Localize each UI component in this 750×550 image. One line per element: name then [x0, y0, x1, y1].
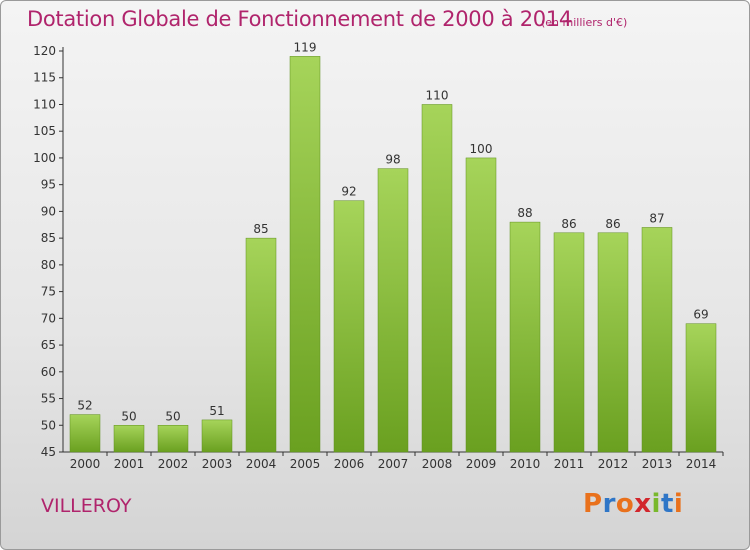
value-label: 100 [470, 142, 493, 156]
bar [245, 237, 277, 453]
logo-letter: r [602, 489, 616, 519]
value-label: 50 [165, 409, 180, 423]
value-label: 86 [561, 217, 576, 231]
proxiti-logo[interactable]: Proxiti [583, 489, 683, 519]
x-tick-label: 2000 [70, 457, 101, 471]
value-label: 92 [341, 185, 356, 199]
logo-letter: t [660, 489, 674, 519]
y-tick-label: 55 [41, 392, 56, 406]
bar [465, 157, 497, 453]
x-tick-label: 2004 [246, 457, 277, 471]
x-tick-label: 2006 [334, 457, 365, 471]
x-tick-label: 2001 [114, 457, 145, 471]
bar [509, 221, 541, 453]
y-tick-label: 85 [41, 231, 56, 245]
value-label: 87 [649, 211, 664, 225]
x-tick-label: 2013 [642, 457, 673, 471]
y-tick-label: 70 [41, 311, 56, 325]
axes: 45 50 55 60 65 70 75 80 85 90 95 100 105 110 115 120 200… [33, 44, 724, 471]
x-tick-label: 2009 [466, 457, 497, 471]
logo-letter: P [583, 489, 603, 519]
x-tick-label: 2008 [422, 457, 453, 471]
x-tick-label: 2012 [598, 457, 629, 471]
value-label: 88 [517, 206, 532, 220]
value-label: 50 [121, 409, 136, 423]
value-label: 51 [209, 404, 224, 418]
x-tick-label: 2014 [686, 457, 717, 471]
y-tick-label: 95 [41, 178, 56, 192]
bar [553, 232, 585, 453]
logo-letter: o [615, 489, 635, 519]
y-tick-label: 90 [41, 204, 56, 218]
value-label: 98 [385, 153, 400, 167]
x-tick-label: 2003 [202, 457, 233, 471]
bar [597, 232, 629, 453]
bar [113, 425, 145, 453]
logo-letter: i [651, 489, 661, 519]
y-tick-label: 65 [41, 338, 56, 352]
y-tick-label: 100 [33, 151, 56, 165]
value-label: 85 [253, 222, 268, 236]
value-label: 52 [77, 399, 92, 413]
value-label: 86 [605, 217, 620, 231]
chart-unit: (en milliers d'€) [541, 16, 628, 29]
bar [157, 425, 189, 453]
bar [641, 227, 673, 453]
bar [201, 419, 233, 453]
x-tick-label: 2007 [378, 457, 409, 471]
x-tick-label: 2010 [510, 457, 541, 471]
y-tick-label: 105 [33, 124, 56, 138]
y-tick-label: 110 [33, 97, 56, 111]
chart-title: Dotation Globale de Fonctionnement de 20… [27, 7, 572, 31]
bar [289, 56, 321, 453]
value-labels: 52 50 50 51 85 119 92 98 110 100 88 86 86 87 69 [77, 40, 708, 423]
y-tick-label: 60 [41, 365, 56, 379]
logo-letter: x [634, 489, 652, 519]
bar [69, 414, 101, 453]
y-tick-label: 115 [33, 71, 56, 85]
town-name: VILLEROY [41, 495, 132, 517]
x-tick-label: 2005 [290, 457, 321, 471]
value-label: 69 [693, 308, 708, 322]
y-tick-label: 120 [33, 44, 56, 58]
bar [685, 323, 717, 453]
y-tick-label: 45 [41, 445, 56, 459]
bar [377, 168, 409, 453]
value-label: 119 [294, 40, 317, 54]
bars [69, 56, 717, 453]
y-tick-label: 50 [41, 418, 56, 432]
x-tick-label: 2011 [554, 457, 585, 471]
bar [421, 104, 453, 453]
bar [333, 200, 365, 453]
y-tick-label: 75 [41, 285, 56, 299]
y-tick-label: 80 [41, 258, 56, 272]
value-label: 110 [426, 88, 449, 102]
logo-letter: i [673, 489, 684, 519]
x-tick-label: 2002 [158, 457, 189, 471]
